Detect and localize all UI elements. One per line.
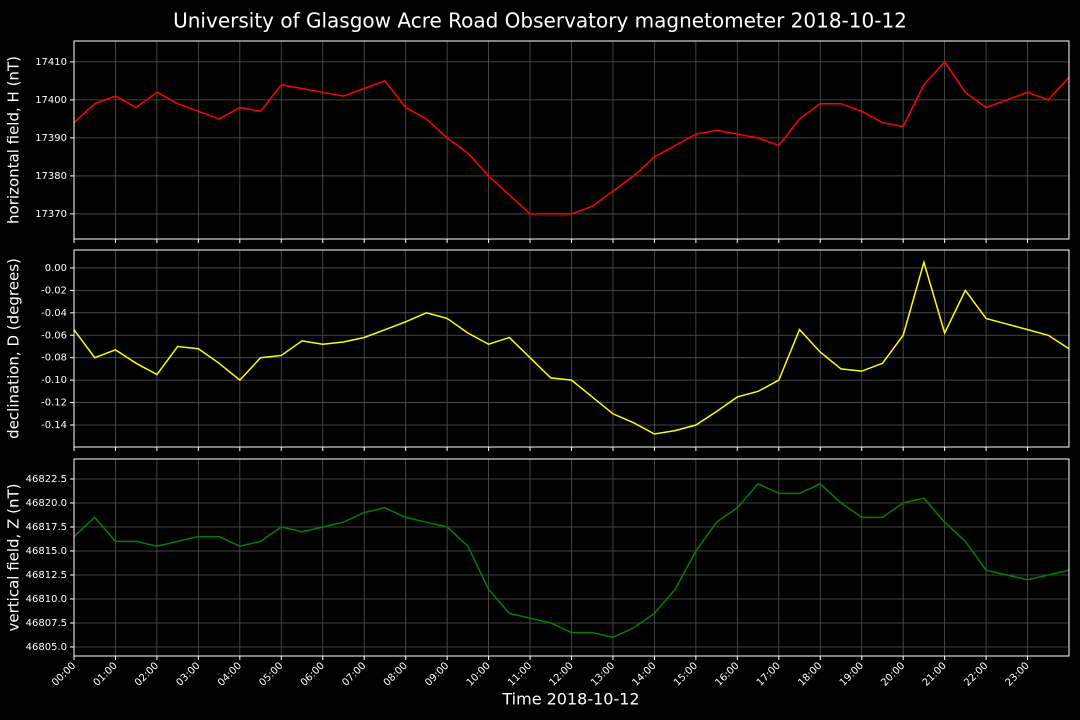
x-tick-label: 02:00 xyxy=(133,660,161,688)
y-tick-label: 46807.5 xyxy=(26,618,67,629)
x-tick-label: 00:00 xyxy=(50,660,78,688)
x-tick-label: 03:00 xyxy=(174,660,202,688)
x-tick-label: 13:00 xyxy=(589,660,617,688)
plot-frame xyxy=(73,40,1070,240)
data-line xyxy=(73,482,1070,639)
x-tick-label: 14:00 xyxy=(630,660,658,688)
chart-title: University of Glasgow Acre Road Observat… xyxy=(173,9,907,33)
x-tick-label: 11:00 xyxy=(506,660,534,688)
x-tick-label: 22:00 xyxy=(962,660,990,688)
y-tick-label: -0.12 xyxy=(41,398,67,409)
y-tick-label: -0.08 xyxy=(41,353,67,364)
y-tick-label: 46810.0 xyxy=(26,594,67,605)
y-tick-label: 17400 xyxy=(35,95,67,106)
y-tick-label: -0.02 xyxy=(41,285,67,296)
y-tick-label: -0.06 xyxy=(41,330,67,341)
y-tick-label: -0.14 xyxy=(41,420,67,431)
data-line xyxy=(73,60,1070,215)
x-tick-label: 23:00 xyxy=(1004,660,1032,688)
x-tick-label: 16:00 xyxy=(713,660,741,688)
x-tick-label: 18:00 xyxy=(796,660,824,688)
y-tick-label: 17410 xyxy=(35,57,67,68)
y-tick-label: 46812.5 xyxy=(26,570,67,581)
x-tick-label: 04:00 xyxy=(216,660,244,688)
x-tick-label: 01:00 xyxy=(92,660,120,688)
x-axis-label: Time 2018-10-12 xyxy=(501,690,639,709)
x-tick-label: 09:00 xyxy=(423,660,451,688)
y-tick-label: 46822.5 xyxy=(26,474,67,485)
x-tick-label: 08:00 xyxy=(382,660,410,688)
x-tick-label: 20:00 xyxy=(879,660,907,688)
y-axis-label: vertical field, Z (nT) xyxy=(5,483,23,631)
y-tick-label: 17370 xyxy=(35,209,67,220)
y-tick-label: -0.10 xyxy=(41,375,67,386)
x-tick-label: 19:00 xyxy=(838,660,866,688)
y-tick-label: -0.04 xyxy=(41,308,67,319)
x-tick-label: 06:00 xyxy=(299,660,327,688)
plot-frame xyxy=(73,458,1070,657)
x-tick-label: 05:00 xyxy=(257,660,285,688)
y-tick-label: 46820.0 xyxy=(26,498,67,509)
plot-frame xyxy=(73,249,1070,448)
x-tick-label: 21:00 xyxy=(921,660,949,688)
y-axis-label: horizontal field, H (nT) xyxy=(5,56,23,224)
y-tick-label: 17380 xyxy=(35,171,67,182)
x-tick-label: 07:00 xyxy=(340,660,368,688)
y-tick-label: 0.00 xyxy=(45,263,67,274)
y-axis-label: declination, D (degrees) xyxy=(5,258,23,439)
y-tick-label: 17390 xyxy=(35,133,67,144)
data-line xyxy=(73,259,1070,435)
x-tick-label: 10:00 xyxy=(465,660,493,688)
y-tick-label: 46805.0 xyxy=(26,642,67,653)
x-tick-label: 12:00 xyxy=(548,660,576,688)
x-tick-label: 15:00 xyxy=(672,660,700,688)
x-tick-label: 17:00 xyxy=(755,660,783,688)
y-tick-label: 46817.5 xyxy=(26,522,67,533)
y-tick-label: 46815.0 xyxy=(26,546,67,557)
